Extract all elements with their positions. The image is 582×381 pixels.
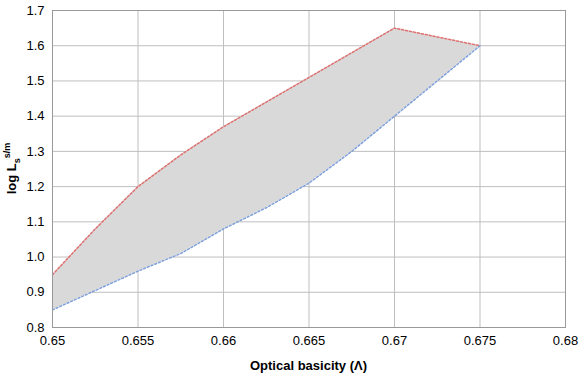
svg-text:0.65: 0.65 (40, 333, 65, 348)
svg-text:0.8: 0.8 (26, 319, 45, 335)
svg-text:1.6: 1.6 (26, 38, 44, 53)
svg-text:0.665: 0.665 (293, 333, 326, 348)
svg-text:1.1: 1.1 (26, 214, 44, 229)
svg-text:1.0: 1.0 (26, 249, 44, 264)
svg-text:0.68: 0.68 (553, 333, 578, 348)
svg-text:1.3: 1.3 (26, 144, 44, 159)
svg-text:0.9: 0.9 (26, 284, 44, 299)
svg-text:1.4: 1.4 (26, 108, 44, 123)
svg-text:log Lss/m: log Lss/m (2, 143, 22, 195)
svg-text:0.655: 0.655 (122, 333, 155, 348)
svg-text:Optical basicity (Λ): Optical basicity (Λ) (250, 358, 367, 373)
svg-text:1.5: 1.5 (26, 73, 44, 88)
svg-text:0.67: 0.67 (382, 333, 407, 348)
svg-text:1.7: 1.7 (26, 3, 44, 18)
svg-text:1.2: 1.2 (26, 179, 44, 194)
svg-text:0.675: 0.675 (464, 333, 497, 348)
svg-text:0.66: 0.66 (211, 333, 236, 348)
